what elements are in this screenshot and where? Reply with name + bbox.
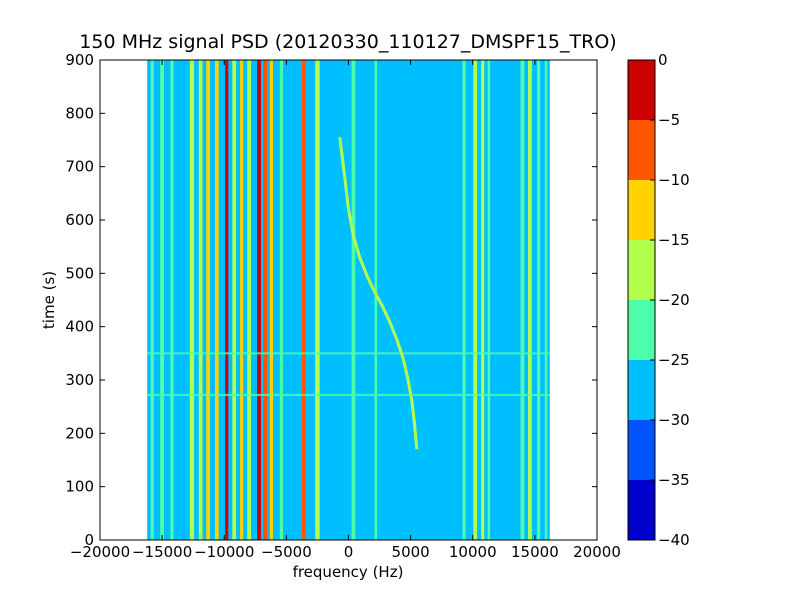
frequency-band xyxy=(257,60,261,540)
frequency-band xyxy=(269,60,274,540)
colorbar-segment xyxy=(628,300,655,360)
y-tick-label: 500 xyxy=(65,264,94,282)
time-streak xyxy=(147,393,550,396)
y-tick-label: 800 xyxy=(65,104,94,122)
frequency-band xyxy=(198,60,203,540)
colorbar-segment xyxy=(628,480,655,540)
y-tick-label: 600 xyxy=(65,211,94,229)
frequency-band xyxy=(189,60,195,540)
time-streak xyxy=(147,352,550,355)
colorbar-tick-label: −5 xyxy=(658,111,680,129)
x-tick-label: −10000 xyxy=(194,543,254,561)
x-tick-label: −15000 xyxy=(132,543,192,561)
plot-area xyxy=(99,59,598,541)
x-tick-label: 20000 xyxy=(573,543,621,561)
x-axis: −20000 −15000 −10000 −5000 0 5000 10000 15000 20… xyxy=(70,60,621,561)
frequency-band xyxy=(247,60,251,540)
colorbar-segment xyxy=(628,120,655,180)
x-tick-label: 15000 xyxy=(511,543,559,561)
y-axis: 0 100 200 300 400 500 600 700 800 900 xyxy=(65,51,597,549)
colorbar-tick-label: −25 xyxy=(658,351,690,369)
colorbar-tick-label: 0 xyxy=(658,51,668,69)
colorbar-tick-label: −10 xyxy=(658,171,690,189)
frequency-band xyxy=(520,60,525,540)
frequency-band xyxy=(487,60,491,540)
frequency-band xyxy=(528,60,532,540)
frequency-band xyxy=(462,60,466,540)
x-tick-label: 5000 xyxy=(392,543,430,561)
frequency-band xyxy=(225,60,229,540)
colorbar-segment xyxy=(628,420,655,480)
colorbar-segment xyxy=(628,180,655,240)
doppler-trace xyxy=(338,137,419,450)
x-tick-label: 10000 xyxy=(449,543,497,561)
y-tick-label: 100 xyxy=(65,478,94,496)
colorbar-tick-label: −15 xyxy=(658,231,690,249)
frequency-band xyxy=(301,60,306,540)
frequency-band xyxy=(214,60,219,540)
frequency-band xyxy=(206,60,210,540)
frequency-band xyxy=(232,60,237,540)
frequency-band xyxy=(150,60,154,540)
frequency-band xyxy=(473,60,478,540)
y-tick-label: 0 xyxy=(84,531,94,549)
frequency-band xyxy=(240,60,244,540)
x-axis-label: frequency (Hz) xyxy=(293,563,404,581)
colorbar-axis: 0 −5 −10 −15 −20 −25 −30 −35 −40 xyxy=(650,51,690,549)
y-tick-label: 400 xyxy=(65,318,94,336)
frequency-band xyxy=(170,60,174,540)
chart-title: 150 MHz signal PSD (20120330_110127_DMSP… xyxy=(79,31,616,53)
frequency-band xyxy=(544,60,548,540)
y-tick-label: 900 xyxy=(65,51,94,69)
frequency-band xyxy=(374,60,378,540)
x-tick-label: −20000 xyxy=(70,543,130,561)
colorbar xyxy=(627,59,656,541)
frequency-band xyxy=(537,60,541,540)
colorbar-tick-label: −40 xyxy=(658,531,690,549)
y-tick-label: 300 xyxy=(65,371,94,389)
colorbar-segment xyxy=(628,240,655,300)
colorbar-segment xyxy=(628,360,655,420)
frequency-band xyxy=(160,60,164,540)
x-tick-label: −5000 xyxy=(261,543,312,561)
frequency-band xyxy=(351,60,356,540)
y-tick-label: 200 xyxy=(65,424,94,442)
y-tick-label: 700 xyxy=(65,158,94,176)
frequency-band xyxy=(315,60,320,540)
colorbar-tick-label: −20 xyxy=(658,291,690,309)
frequency-band xyxy=(279,60,283,540)
colorbar-tick-label: −30 xyxy=(658,411,690,429)
x-tick-label: 0 xyxy=(344,543,354,561)
colorbar-segment xyxy=(628,60,655,120)
colorbar-tick-label: −35 xyxy=(658,471,690,489)
frequency-band xyxy=(263,60,268,540)
frequency-band xyxy=(481,60,485,540)
y-axis-label: time (s) xyxy=(40,271,58,329)
